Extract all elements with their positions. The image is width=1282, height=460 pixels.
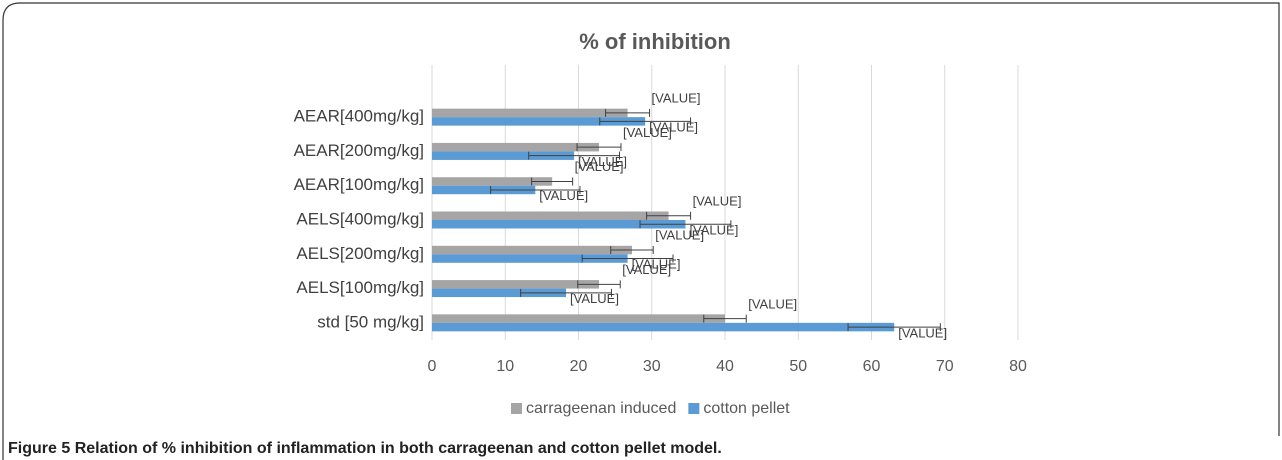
value-label: [VALUE] xyxy=(539,188,588,203)
error-bar xyxy=(599,117,692,126)
value-label: [VALUE] xyxy=(622,262,671,277)
error-bar xyxy=(646,211,692,220)
error-bar xyxy=(605,108,651,117)
error-bar xyxy=(520,288,612,297)
value-label: [VALUE] xyxy=(575,159,624,174)
bar xyxy=(432,322,895,332)
legend-swatch xyxy=(511,403,522,414)
x-tick-label: 70 xyxy=(936,358,954,375)
x-tick-label: 10 xyxy=(496,358,514,375)
legend-label: carrageenan induced xyxy=(526,400,676,417)
error-bar xyxy=(703,314,747,323)
category-label: AELS[200mg/kg] xyxy=(296,244,424,263)
legend-label: cotton pellet xyxy=(703,400,790,417)
caption: Figure 5 Relation of % inhibition of inf… xyxy=(8,440,722,457)
bar xyxy=(432,142,600,152)
value-label: [VALUE] xyxy=(689,222,738,237)
x-tick-label: 80 xyxy=(1009,358,1027,375)
x-tick-label: 20 xyxy=(570,358,588,375)
category-label: AELS[400mg/kg] xyxy=(296,209,424,228)
bar xyxy=(432,220,686,229)
x-tick-label: 50 xyxy=(789,358,807,375)
bar xyxy=(432,211,669,220)
value-label: [VALUE] xyxy=(623,125,672,140)
error-bar xyxy=(531,177,574,186)
x-tick-label: 0 xyxy=(428,358,437,375)
value-label: [VALUE] xyxy=(693,193,742,208)
category-label: AELS[100mg/kg] xyxy=(296,278,424,297)
category-label: AEAR[100mg/kg] xyxy=(294,175,424,194)
bar xyxy=(432,245,632,255)
value-label: [VALUE] xyxy=(632,257,681,272)
x-tick-label: 60 xyxy=(863,358,881,375)
bar xyxy=(432,280,600,289)
caption-label: Figure 5 xyxy=(8,440,70,457)
chart-title: % of inhibition xyxy=(579,29,731,54)
bar xyxy=(432,185,536,195)
value-label: [VALUE] xyxy=(748,296,797,311)
x-tick-label: 30 xyxy=(643,358,661,375)
value-label: [VALUE] xyxy=(655,228,704,243)
category-label: AEAR[200mg/kg] xyxy=(294,141,424,160)
value-label: [VALUE] xyxy=(652,91,701,106)
error-bar xyxy=(847,323,941,332)
bar xyxy=(432,314,725,323)
caption-text: Relation of % inhibition of inflammation… xyxy=(75,440,722,457)
bar xyxy=(432,177,553,186)
bar xyxy=(432,117,646,126)
x-tick-label: 40 xyxy=(716,358,734,375)
bar xyxy=(432,288,567,298)
value-label: [VALUE] xyxy=(570,291,619,306)
error-bar xyxy=(577,280,621,289)
legend-swatch xyxy=(688,403,700,414)
error-bar xyxy=(610,246,654,255)
error-bar xyxy=(576,143,622,152)
value-label: [VALUE] xyxy=(898,325,947,340)
value-label: [VALUE] xyxy=(578,154,627,169)
error-bar xyxy=(528,151,621,160)
error-bar xyxy=(639,220,732,229)
value-label: [VALUE] xyxy=(649,120,698,135)
bar xyxy=(432,108,628,118)
bar xyxy=(432,151,575,160)
bar xyxy=(432,254,628,263)
error-bar xyxy=(581,254,674,263)
category-label: std [50 mg/kg] xyxy=(317,312,424,331)
error-bar xyxy=(490,185,581,194)
category-label: AEAR[400mg/kg] xyxy=(294,107,424,126)
